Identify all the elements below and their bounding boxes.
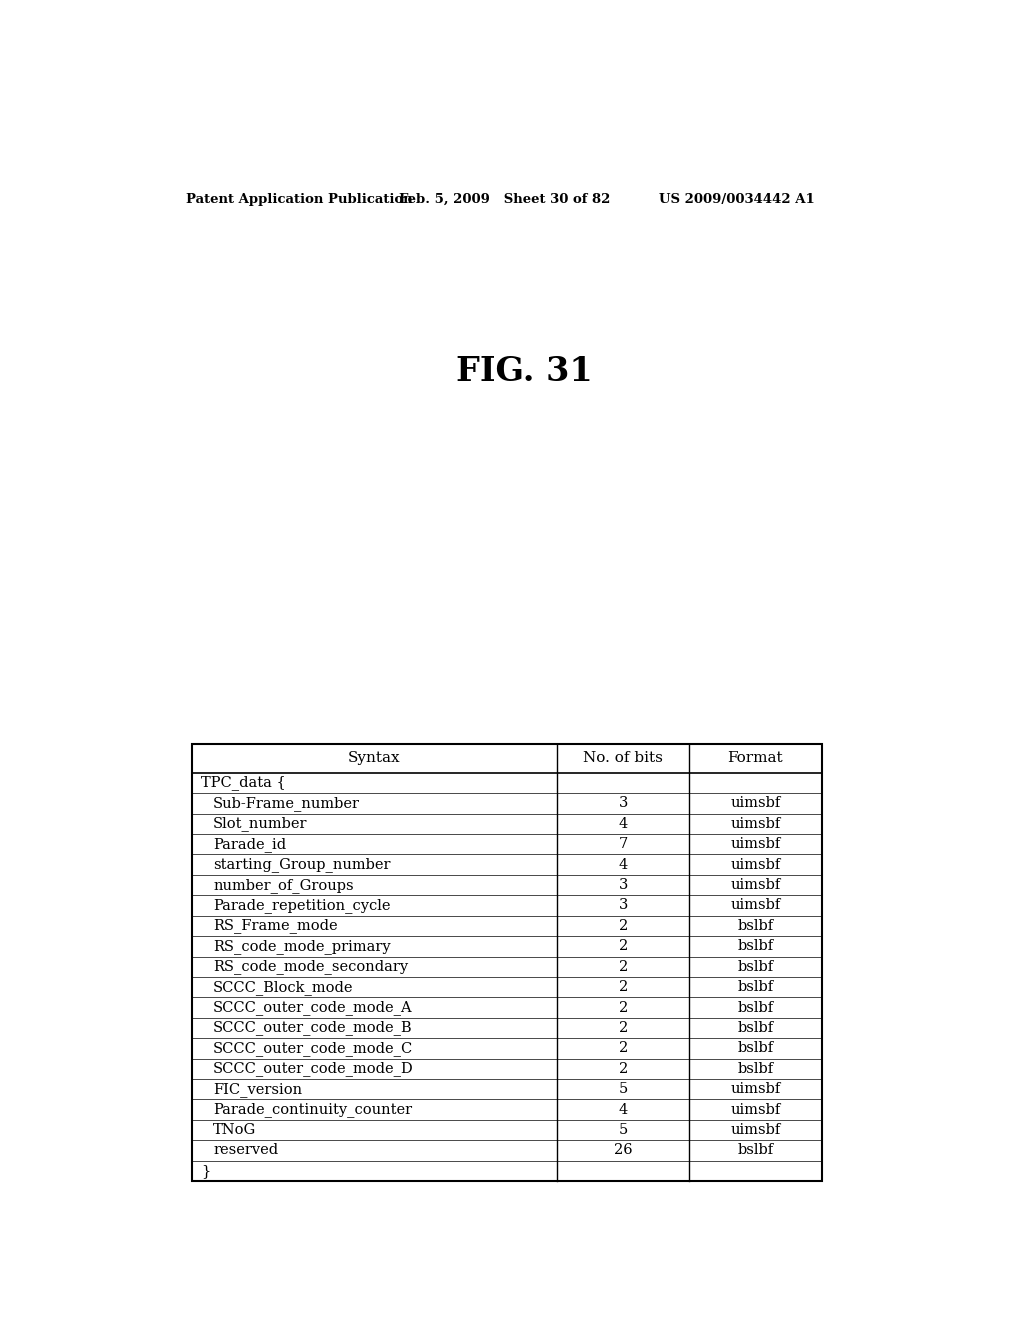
- Text: uimsbf: uimsbf: [730, 899, 780, 912]
- Text: No. of bits: No. of bits: [584, 751, 664, 766]
- Text: uimsbf: uimsbf: [730, 796, 780, 810]
- Text: bslbf: bslbf: [737, 1061, 773, 1076]
- Text: SCCC_outer_code_mode_C: SCCC_outer_code_mode_C: [213, 1041, 414, 1056]
- Text: reserved: reserved: [213, 1143, 279, 1158]
- Text: bslbf: bslbf: [737, 1143, 773, 1158]
- Text: 2: 2: [618, 960, 628, 974]
- Text: 2: 2: [618, 940, 628, 953]
- Text: FIC_version: FIC_version: [213, 1081, 302, 1097]
- Text: SCCC_outer_code_mode_B: SCCC_outer_code_mode_B: [213, 1020, 413, 1035]
- Text: uimsbf: uimsbf: [730, 837, 780, 851]
- Text: bslbf: bslbf: [737, 960, 773, 974]
- Text: 2: 2: [618, 1020, 628, 1035]
- Text: Parade_id: Parade_id: [213, 837, 287, 851]
- Text: uimsbf: uimsbf: [730, 817, 780, 830]
- Text: 2: 2: [618, 1001, 628, 1015]
- Text: 3: 3: [618, 899, 628, 912]
- Text: bslbf: bslbf: [737, 940, 773, 953]
- Text: Parade_repetition_cycle: Parade_repetition_cycle: [213, 898, 391, 913]
- Text: Patent Application Publication: Patent Application Publication: [186, 193, 413, 206]
- Text: TNoG: TNoG: [213, 1123, 256, 1137]
- Text: SCCC_Block_mode: SCCC_Block_mode: [213, 979, 353, 994]
- Text: TPC_data {: TPC_data {: [201, 776, 286, 791]
- Text: SCCC_outer_code_mode_D: SCCC_outer_code_mode_D: [213, 1061, 414, 1076]
- Text: uimsbf: uimsbf: [730, 1123, 780, 1137]
- Text: SCCC_outer_code_mode_A: SCCC_outer_code_mode_A: [213, 1001, 413, 1015]
- Text: FIG. 31: FIG. 31: [457, 355, 593, 388]
- Text: Parade_continuity_counter: Parade_continuity_counter: [213, 1102, 413, 1117]
- Text: }: }: [201, 1164, 210, 1177]
- Text: US 2009/0034442 A1: US 2009/0034442 A1: [658, 193, 815, 206]
- Text: 3: 3: [618, 796, 628, 810]
- Text: Syntax: Syntax: [348, 751, 400, 766]
- Text: 3: 3: [618, 878, 628, 892]
- Text: RS_code_mode_secondary: RS_code_mode_secondary: [213, 960, 409, 974]
- Text: Sub-Frame_number: Sub-Frame_number: [213, 796, 360, 810]
- Text: 4: 4: [618, 1102, 628, 1117]
- Text: bslbf: bslbf: [737, 1001, 773, 1015]
- Text: Feb. 5, 2009   Sheet 30 of 82: Feb. 5, 2009 Sheet 30 of 82: [399, 193, 610, 206]
- Text: 4: 4: [618, 858, 628, 871]
- Text: 5: 5: [618, 1082, 628, 1096]
- Text: starting_Group_number: starting_Group_number: [213, 857, 391, 873]
- Text: bslbf: bslbf: [737, 1020, 773, 1035]
- Text: number_of_Groups: number_of_Groups: [213, 878, 354, 892]
- Text: bslbf: bslbf: [737, 981, 773, 994]
- Text: uimsbf: uimsbf: [730, 1082, 780, 1096]
- Text: bslbf: bslbf: [737, 1041, 773, 1055]
- Text: 2: 2: [618, 1041, 628, 1055]
- Text: bslbf: bslbf: [737, 919, 773, 933]
- Text: 7: 7: [618, 837, 628, 851]
- Text: 5: 5: [618, 1123, 628, 1137]
- Text: 26: 26: [613, 1143, 633, 1158]
- Text: uimsbf: uimsbf: [730, 1102, 780, 1117]
- Bar: [191, 743, 821, 1181]
- Text: RS_code_mode_primary: RS_code_mode_primary: [213, 939, 391, 954]
- Text: uimsbf: uimsbf: [730, 878, 780, 892]
- Text: uimsbf: uimsbf: [730, 858, 780, 871]
- Text: Slot_number: Slot_number: [213, 817, 308, 832]
- Text: 2: 2: [618, 919, 628, 933]
- Text: 4: 4: [618, 817, 628, 830]
- Text: RS_Frame_mode: RS_Frame_mode: [213, 919, 338, 933]
- Text: Format: Format: [728, 751, 783, 766]
- Text: 2: 2: [618, 1061, 628, 1076]
- Text: 2: 2: [618, 981, 628, 994]
